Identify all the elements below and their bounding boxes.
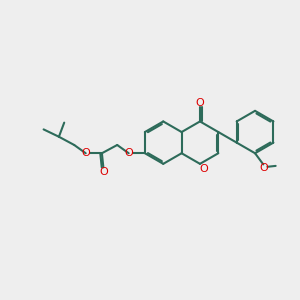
Text: O: O — [196, 98, 204, 108]
Text: O: O — [199, 164, 208, 174]
Text: O: O — [99, 167, 108, 177]
Text: O: O — [260, 163, 268, 173]
Text: O: O — [82, 148, 90, 158]
Text: O: O — [124, 148, 133, 158]
